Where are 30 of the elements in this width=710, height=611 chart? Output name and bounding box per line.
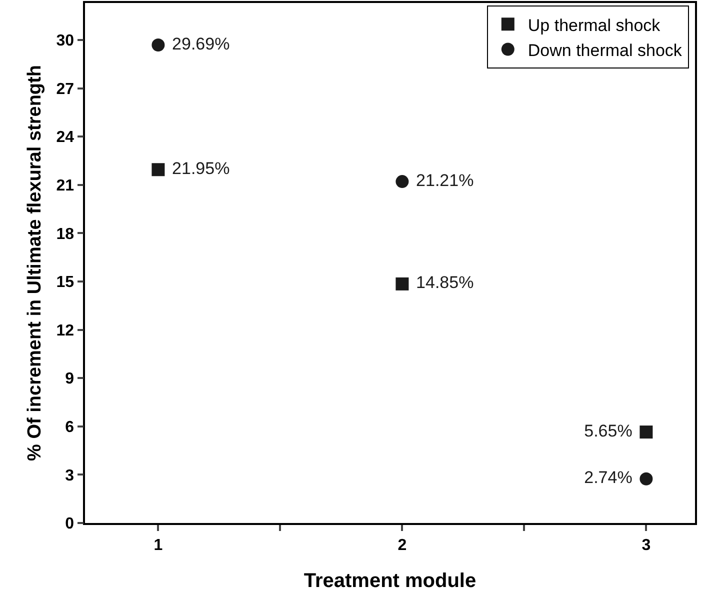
y-tick-label: 0 [65, 516, 74, 533]
data-label: 29.69% [167, 34, 234, 54]
x-tick-label: 1 [154, 536, 163, 554]
x-axis-title: Treatment module [304, 570, 476, 592]
legend-label: Down thermal shock [528, 40, 682, 60]
y-tick-label: 9 [65, 370, 74, 388]
y-tick-label: 12 [56, 322, 74, 340]
y-tick-label: 15 [56, 274, 74, 292]
point [640, 472, 653, 486]
data-label: 21.21% [411, 170, 478, 190]
y-tick-label: 21 [56, 178, 74, 195]
point [152, 38, 165, 52]
y-tick-label: 24 [56, 129, 74, 146]
data-label: 5.65% [579, 421, 638, 440]
point [396, 175, 409, 188]
y-tick-label: 30 [56, 32, 74, 50]
y-tick-label: 6 [65, 419, 74, 436]
y-tick-label: 18 [56, 226, 74, 243]
point [396, 277, 409, 290]
data-label: 2.74% [579, 468, 638, 488]
y-axis-title: % Of increment in Ultimate flexural strength [24, 65, 46, 461]
point [152, 163, 165, 176]
x-tick-label: 2 [398, 536, 407, 554]
data-label: 21.95% [167, 158, 234, 178]
legend-label: Up thermal shock [528, 16, 661, 35]
y-tick-label: 3 [65, 467, 74, 484]
x-tick-label: 3 [642, 536, 651, 554]
point [640, 426, 653, 439]
data-label: 14.85% [411, 273, 478, 292]
y-tick-label: 27 [56, 80, 74, 98]
